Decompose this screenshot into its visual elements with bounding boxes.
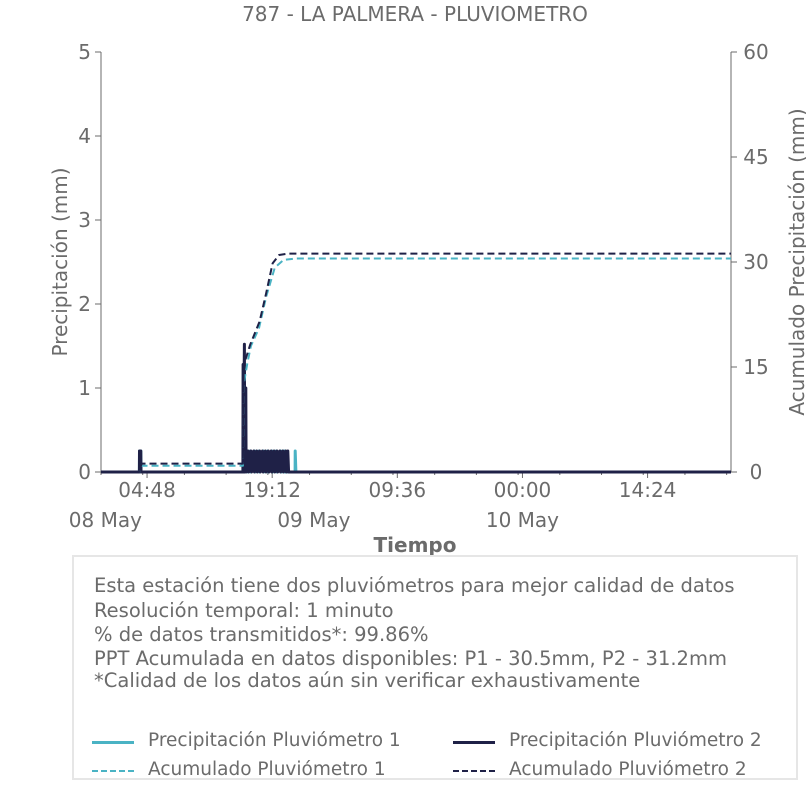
y2-tick-label: 15 [743, 355, 768, 379]
x-tick-label: 14:24 [619, 478, 677, 502]
y-tick-label: 1 [78, 376, 91, 400]
x-date-label: 10 May [486, 508, 559, 532]
x-date-label: 09 May [277, 508, 350, 532]
legend-label-a1: Acumulado Pluviómetro 1 [148, 759, 386, 780]
info-quality-disclaimer: *Calidad de los datos aún sin verificar … [94, 669, 641, 692]
info-resolution: Resolución temporal: 1 minuto [94, 599, 394, 622]
legend-label-p2: Precipitación Pluviómetro 2 [509, 730, 762, 751]
info-stations-note: Esta estación tiene dos pluviómetros par… [94, 574, 735, 597]
y2-tick-label: 30 [743, 250, 768, 274]
series-line-2 [101, 342, 731, 474]
y2-tick-label: 60 [743, 40, 768, 64]
info-legend-box: Esta estación tiene dos pluviómetros par… [72, 555, 798, 780]
series-line-1 [101, 365, 731, 474]
y2-axis-label: Acumulado Precipitación (mm) [785, 108, 806, 415]
legend-swatch-a1 [92, 770, 134, 772]
legend-swatch-a2 [453, 770, 495, 772]
legend-swatch-p2 [453, 741, 495, 744]
x-tick-label: 04:48 [118, 478, 176, 502]
y-tick-label: 5 [78, 40, 91, 64]
y-tick-label: 2 [78, 292, 91, 316]
x-tick-label: 09:36 [368, 478, 426, 502]
legend-label-a2: Acumulado Pluviómetro 2 [509, 759, 747, 780]
y-tick-label: 3 [78, 208, 91, 232]
x-axis-label: Tiempo [374, 533, 457, 557]
y-tick-label: 4 [78, 124, 91, 148]
y-tick-label: 0 [78, 460, 91, 484]
legend-label-p1: Precipitación Pluviómetro 1 [148, 730, 401, 751]
x-tick-label: 19:12 [243, 478, 301, 502]
y2-tick-label: 0 [750, 460, 763, 484]
series-line-3 [101, 257, 731, 473]
y2-tick-label: 45 [743, 145, 768, 169]
x-date-label: 08 May [69, 508, 142, 532]
info-accumulated-ppt: PPT Acumulada en datos disponibles: P1 -… [94, 647, 727, 670]
info-transmitted-percentage: % de datos transmitidos*: 99.86% [94, 623, 429, 646]
legend-swatch-p1 [92, 741, 134, 744]
series-line-4 [101, 252, 731, 473]
x-tick-label: 00:00 [494, 478, 552, 502]
chart-title: 787 - LA PALMERA - PLUVIOMETRO [242, 2, 588, 26]
y-axis-label: Precipitación (mm) [48, 167, 72, 356]
